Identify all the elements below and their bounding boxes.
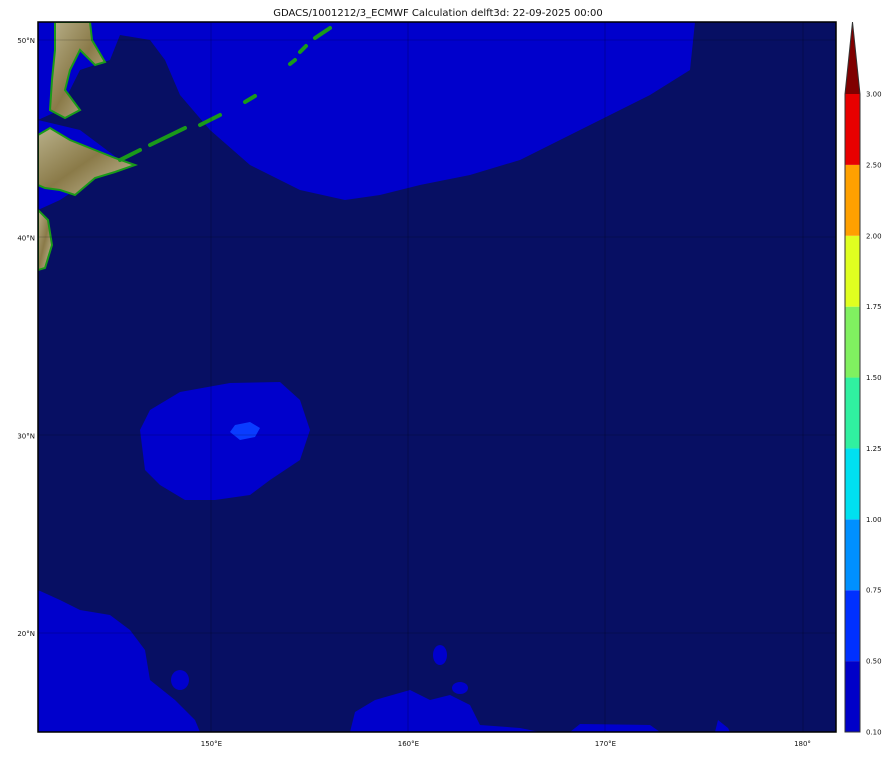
- colorbar-tick-label: 3.00: [866, 91, 882, 99]
- wave-band-0.50-0.75-central: [230, 422, 260, 440]
- wave-patch: [433, 645, 447, 665]
- graticule: [38, 22, 836, 732]
- land-kuril-islands: [118, 26, 332, 162]
- wave-band-0.10-0.50-central: [140, 382, 310, 500]
- colorbar-tick-label: 0.10: [866, 729, 882, 737]
- colorbar-extend-arrow: [845, 22, 860, 94]
- colorbar: 0.10 0.50 0.75 1.00 1.25 1.50 1.75 2.00 2.50 3.00: [844, 21, 882, 737]
- wave-patch: [452, 682, 468, 694]
- colorbar-tick-label: 0.75: [866, 587, 882, 595]
- colorbar-tick-label: 2.50: [866, 161, 882, 169]
- colorbar-segment: [845, 306, 860, 378]
- colorbar-tick-label: 1.50: [866, 374, 882, 382]
- map-area[interactable]: [38, 22, 836, 732]
- colorbar-tick-label: 1.25: [866, 445, 882, 453]
- colorbar-segment: [845, 377, 860, 449]
- colorbar-segment: [845, 448, 860, 520]
- land-honshu: [38, 208, 54, 272]
- colorbar-segment: [845, 235, 860, 307]
- land-sakhalin: [48, 22, 107, 120]
- wave-band-0.10-0.50-north: [38, 22, 695, 200]
- colorbar-segment: [845, 661, 860, 732]
- lon-tick-label: 180°: [794, 740, 811, 748]
- wave-band-0.10-0.50-southwest: [38, 590, 200, 732]
- lat-tick-label: 30°N: [17, 432, 35, 440]
- lat-tick-label: 50°N: [17, 37, 35, 45]
- lon-tick-label: 160°E: [398, 740, 419, 748]
- colorbar-segment: [845, 519, 860, 591]
- colorbar-segment: [845, 164, 860, 236]
- colorbar-tick-label: 1.75: [866, 303, 882, 311]
- colorbar-outline: [844, 21, 861, 733]
- wave-patch: [171, 670, 189, 690]
- colorbar-segment: [845, 94, 860, 165]
- map-frame: [37, 21, 837, 733]
- colorbar-tick-label: 0.50: [866, 658, 882, 666]
- lon-tick-label: 150°E: [201, 740, 222, 748]
- wave-band-0.10-0.50-south-east: [570, 720, 730, 732]
- map-title: GDACS/1001212/3_ECMWF Calculation delft3…: [273, 8, 603, 19]
- colorbar-segment: [845, 590, 860, 662]
- lon-tick-label: 170°E: [595, 740, 616, 748]
- colorbar-tick-label: 1.00: [866, 516, 882, 524]
- lat-tick-label: 20°N: [17, 630, 35, 638]
- land-hokkaido: [38, 126, 139, 197]
- lat-tick-label: 40°N: [17, 235, 35, 243]
- colorbar-tick-label: 2.00: [866, 232, 882, 240]
- wave-band-0.10-0.50-south: [350, 690, 540, 732]
